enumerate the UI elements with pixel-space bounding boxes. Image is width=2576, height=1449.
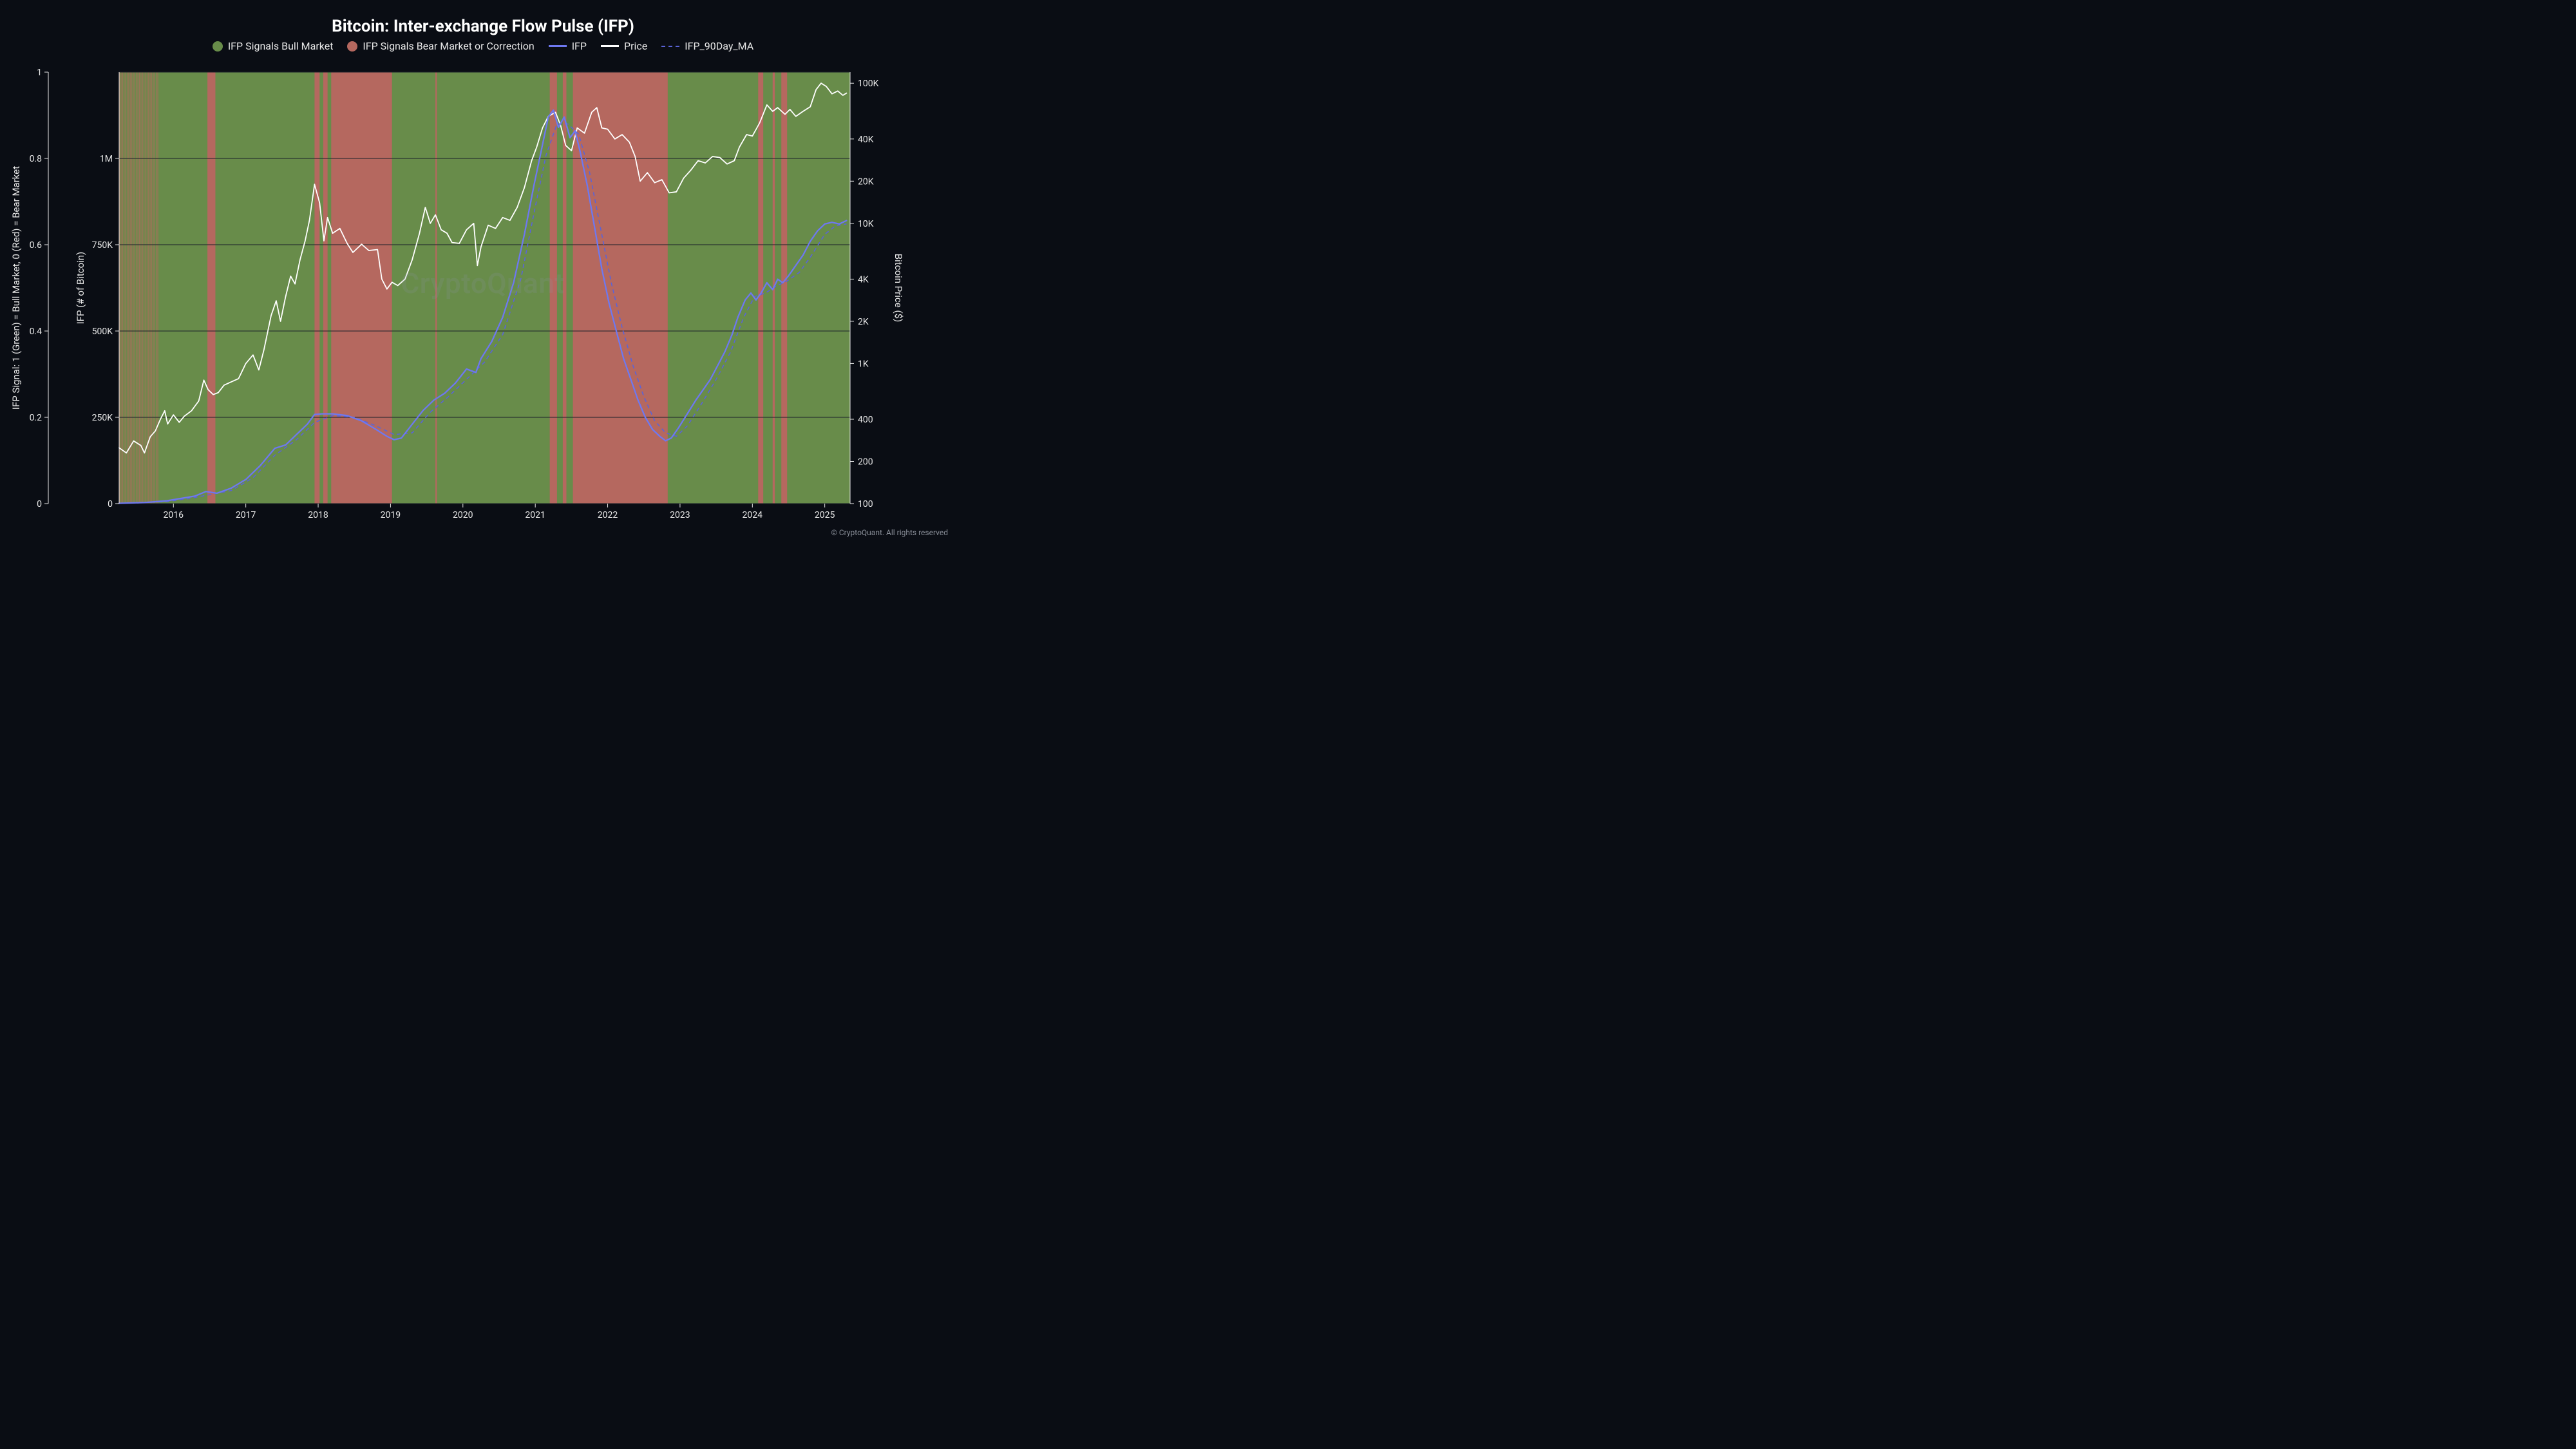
svg-text:IFP Signal: 1 (Green) = Bull M: IFP Signal: 1 (Green) = Bull Market, 0 (… — [10, 166, 22, 410]
svg-text:0.4: 0.4 — [30, 327, 43, 337]
svg-text:20K: 20K — [858, 176, 874, 187]
svg-text:100K: 100K — [858, 79, 879, 89]
chart-svg: 2016 2017 2018 2019 2020 2021 2022 2023 2024 2025… — [0, 0, 966, 544]
svg-text:4K: 4K — [858, 274, 869, 285]
svg-text:1M: 1M — [100, 154, 113, 164]
svg-text:2018: 2018 — [308, 510, 328, 520]
svg-text:0.2: 0.2 — [30, 413, 43, 423]
svg-text:2020: 2020 — [453, 510, 473, 520]
svg-text:2022: 2022 — [598, 510, 618, 520]
svg-text:2021: 2021 — [525, 510, 545, 520]
svg-text:2025: 2025 — [815, 510, 835, 520]
svg-text:2K: 2K — [858, 317, 869, 327]
svg-text:750K: 750K — [92, 240, 113, 251]
svg-text:500K: 500K — [92, 327, 113, 337]
chart-frame: Bitcoin: Inter-exchange Flow Pulse (IFP)… — [0, 0, 966, 544]
svg-text:2024: 2024 — [743, 510, 763, 520]
svg-text:1: 1 — [37, 68, 42, 78]
svg-text:IFP (# of Bitcoin): IFP (# of Bitcoin) — [75, 252, 86, 325]
svg-text:250K: 250K — [92, 413, 113, 423]
svg-text:2019: 2019 — [381, 510, 401, 520]
svg-text:Bitcoin Price ($): Bitcoin Price ($) — [893, 254, 904, 322]
svg-text:0.6: 0.6 — [30, 240, 43, 251]
svg-text:100: 100 — [858, 499, 873, 509]
y-axis-price: 100 200 400 1K 2K 4K 10K 20K 40K 100K — [850, 72, 879, 509]
svg-text:200: 200 — [858, 457, 873, 467]
copyright: © CryptoQuant. All rights reserved — [831, 528, 948, 537]
svg-text:2023: 2023 — [670, 510, 690, 520]
svg-text:2016: 2016 — [164, 510, 184, 520]
svg-text:1K: 1K — [858, 359, 869, 369]
y-axis-signal: 0 0.2 0.4 0.6 0.8 1 — [30, 68, 48, 509]
svg-text:0.8: 0.8 — [30, 154, 43, 164]
svg-text:10K: 10K — [858, 219, 874, 229]
svg-text:0: 0 — [108, 499, 113, 509]
regime-bands — [119, 72, 850, 504]
svg-text:40K: 40K — [858, 135, 874, 145]
svg-text:400: 400 — [858, 415, 873, 425]
x-axis: 2016 2017 2018 2019 2020 2021 2022 2023 2024 2025 — [164, 504, 835, 520]
svg-text:2017: 2017 — [236, 510, 256, 520]
y-axis-ifp: 0 250K 500K 750K 1M — [92, 72, 119, 509]
svg-text:0: 0 — [37, 499, 42, 509]
